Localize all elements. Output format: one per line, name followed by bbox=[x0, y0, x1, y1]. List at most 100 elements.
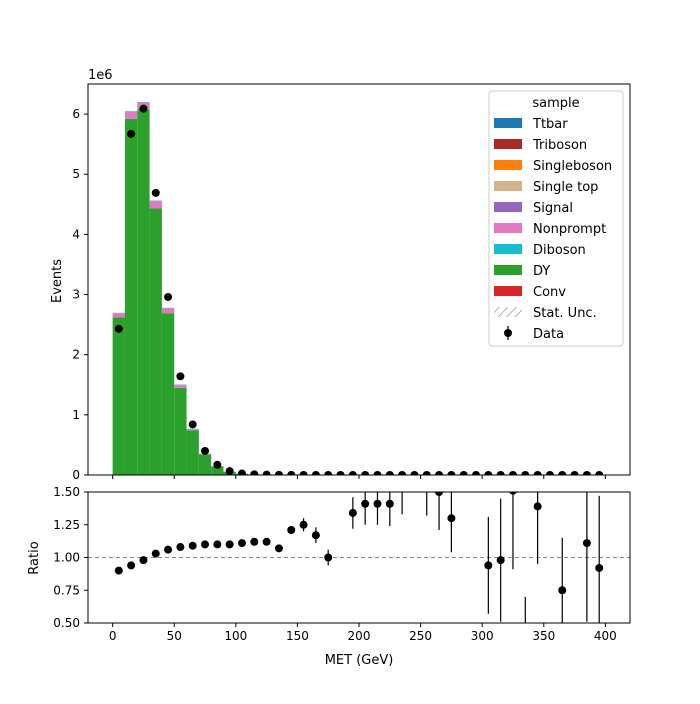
ratio-point bbox=[189, 542, 197, 550]
legend-label-data: Data bbox=[533, 327, 564, 342]
legend-swatch-singleboson bbox=[494, 160, 522, 170]
ratio-point bbox=[300, 521, 308, 529]
ratio-point bbox=[484, 561, 492, 569]
legend-swatch-dy bbox=[494, 265, 522, 275]
legend-swatch-diboson bbox=[494, 244, 522, 254]
data-point bbox=[189, 420, 197, 428]
bar-dy bbox=[162, 313, 174, 475]
bar-dy bbox=[150, 209, 162, 475]
y-tick-label: 0.50 bbox=[53, 616, 80, 630]
legend-title: sample bbox=[532, 96, 579, 111]
y-tick-label: 1.25 bbox=[53, 518, 80, 532]
legend-swatch-single-top bbox=[494, 181, 522, 191]
x-tick-label: 400 bbox=[594, 629, 617, 643]
ratio-point bbox=[115, 567, 123, 575]
bar-dy bbox=[174, 388, 186, 475]
legend-label-conv: Conv bbox=[533, 285, 566, 300]
legend-swatch-ttbar bbox=[494, 118, 522, 128]
legend-swatch-stat-unc bbox=[494, 307, 522, 317]
x-tick-label: 100 bbox=[224, 629, 247, 643]
ratio-point bbox=[176, 543, 184, 551]
ratio-point bbox=[558, 586, 566, 594]
legend-label-ttbar: Ttbar bbox=[532, 117, 568, 132]
data-point bbox=[201, 447, 209, 455]
ratio-point bbox=[497, 556, 505, 564]
y-tick-label: 6 bbox=[72, 107, 80, 121]
bar-dy bbox=[137, 109, 149, 475]
y-tick-label: 4 bbox=[72, 227, 80, 241]
ratio-point bbox=[324, 554, 332, 562]
ratio-point bbox=[349, 509, 357, 517]
bar-dy bbox=[113, 317, 125, 475]
ratio-point bbox=[201, 540, 209, 548]
y-tick-label: 0.75 bbox=[53, 583, 80, 597]
bar-nonprompt bbox=[113, 313, 125, 317]
x-tick-label: 250 bbox=[409, 629, 432, 643]
y-tick-label: 5 bbox=[72, 167, 80, 181]
data-point bbox=[238, 470, 246, 478]
ratio-point bbox=[263, 538, 271, 546]
x-tick-label: 50 bbox=[167, 629, 182, 643]
legend-label-singleboson: Singleboson bbox=[533, 159, 612, 174]
ratio-point bbox=[361, 500, 369, 508]
legend-marker-data bbox=[504, 329, 512, 337]
bar-dy bbox=[187, 430, 199, 475]
ratio-point bbox=[509, 487, 517, 495]
legend-swatch-conv bbox=[494, 286, 522, 296]
bar-nonprompt bbox=[162, 308, 174, 313]
ratio-point bbox=[595, 564, 603, 572]
ratio-point bbox=[287, 526, 295, 534]
ratio-point bbox=[250, 538, 258, 546]
y-scale-label: 1e6 bbox=[88, 68, 113, 83]
ratio-point bbox=[312, 531, 320, 539]
data-point bbox=[115, 325, 123, 333]
ratio-point bbox=[213, 540, 221, 548]
ratio-point bbox=[447, 514, 455, 522]
ratio-point bbox=[386, 500, 394, 508]
x-tick-label: 150 bbox=[286, 629, 309, 643]
ratio-point bbox=[127, 561, 135, 569]
ratio-point bbox=[152, 550, 160, 558]
ratio-y-axis-ticks: 0.500.751.001.251.50 bbox=[53, 485, 88, 630]
bar-nonprompt bbox=[150, 201, 162, 208]
ratio-point bbox=[534, 502, 542, 510]
data-point bbox=[213, 461, 221, 469]
legend-label-stat-unc: Stat. Unc. bbox=[533, 306, 597, 321]
x-tick-label: 0 bbox=[109, 629, 117, 643]
ratio-point bbox=[139, 556, 147, 564]
y-axis-label: Events bbox=[50, 259, 65, 303]
ratio-point bbox=[398, 475, 406, 483]
y-tick-label: 3 bbox=[72, 288, 80, 302]
ratio-point bbox=[583, 539, 591, 547]
x-tick-label: 200 bbox=[348, 629, 371, 643]
legend-label-signal: Signal bbox=[533, 201, 573, 216]
ratio-panel-frame bbox=[88, 492, 630, 623]
bar-nonprompt bbox=[187, 429, 199, 430]
ratio-point bbox=[521, 639, 529, 647]
legend-swatch-nonprompt bbox=[494, 223, 522, 233]
legend-swatch-signal bbox=[494, 202, 522, 212]
y-tick-label: 2 bbox=[72, 348, 80, 362]
data-point bbox=[164, 293, 172, 301]
legend-label-nonprompt: Nonprompt bbox=[533, 222, 606, 237]
bar-dy bbox=[199, 455, 211, 475]
x-tick-label: 300 bbox=[471, 629, 494, 643]
bar-dy bbox=[125, 119, 137, 475]
data-point bbox=[176, 372, 184, 380]
y-tick-label: 0 bbox=[72, 468, 80, 482]
data-point bbox=[226, 467, 234, 475]
ratio-point bbox=[373, 500, 381, 508]
ratio-point bbox=[238, 539, 246, 547]
legend-label-single-top: Single top bbox=[533, 180, 598, 195]
ratio-point bbox=[164, 546, 172, 554]
bar-nonprompt bbox=[174, 385, 186, 388]
data-point bbox=[139, 105, 147, 113]
data-point bbox=[127, 130, 135, 138]
y-tick-label: 1.50 bbox=[53, 485, 80, 499]
legend-swatch-triboson bbox=[494, 139, 522, 149]
data-point bbox=[152, 189, 160, 197]
